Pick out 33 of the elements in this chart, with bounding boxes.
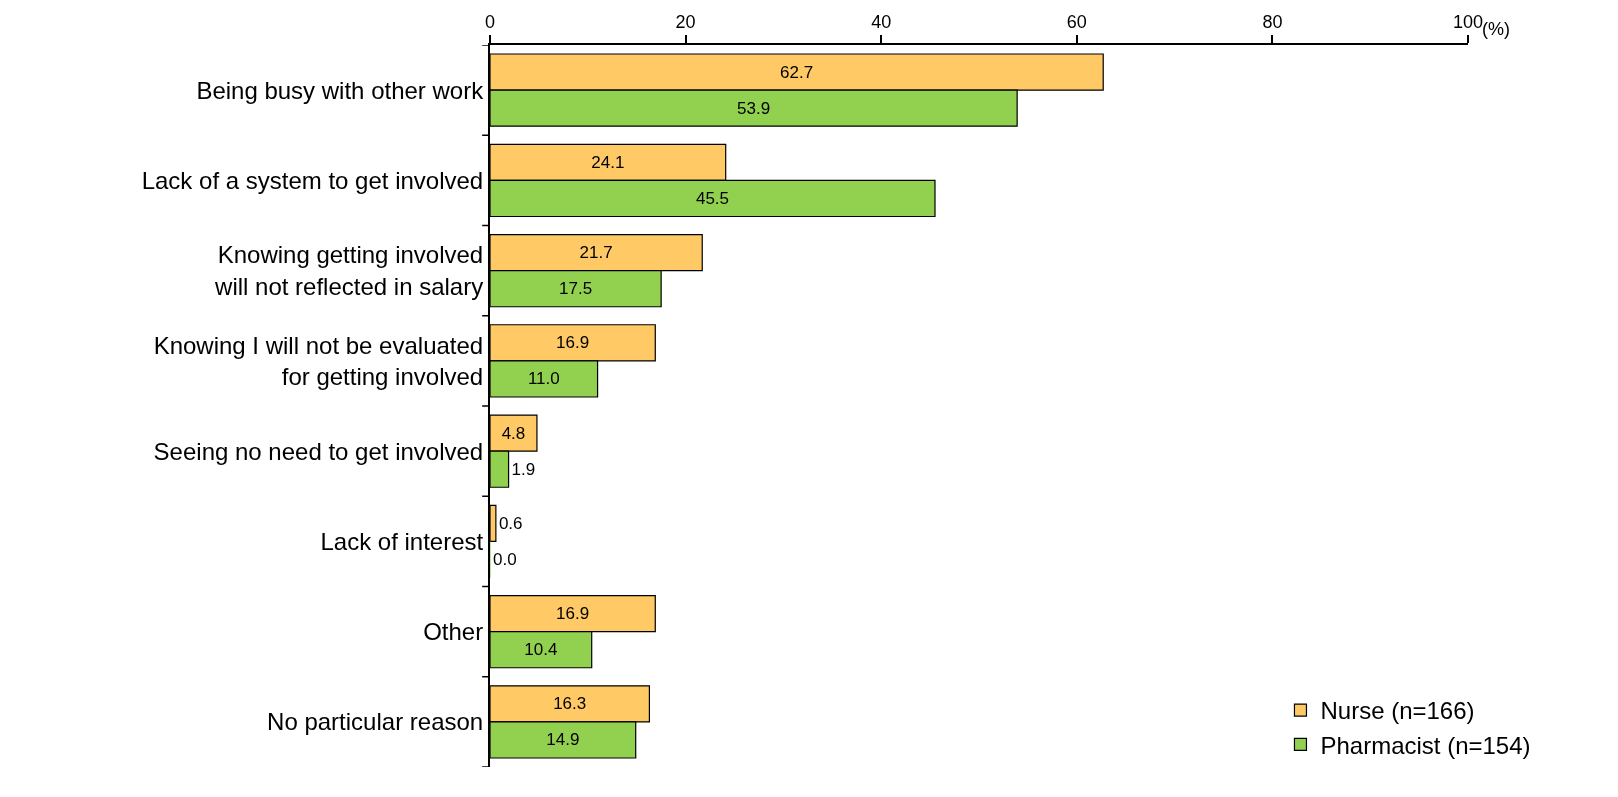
x-tick-label: 60 xyxy=(1066,11,1087,32)
data-label: 16.9 xyxy=(556,333,590,353)
x-tick-label: 20 xyxy=(675,11,696,32)
data-label: 14.9 xyxy=(546,730,580,750)
data-label: 21.7 xyxy=(579,243,613,263)
data-label: 53.9 xyxy=(737,98,771,118)
data-label: 4.8 xyxy=(501,423,526,443)
x-tick-label: 40 xyxy=(871,11,892,32)
data-label: 0.6 xyxy=(498,513,523,533)
y-tick-label: Lack of interest xyxy=(320,527,484,555)
data-label: 45.5 xyxy=(695,188,730,208)
data-label: 16.3 xyxy=(553,694,587,714)
x-tick-label: 80 xyxy=(1262,11,1283,32)
data-label: 0.0 xyxy=(493,549,517,569)
y-tick-label: No particular reason xyxy=(267,708,484,736)
y-tick-label: Being busy with other work xyxy=(196,76,485,104)
y-tick-label: Seeing no need to get involved xyxy=(153,437,484,465)
y-tick-label: Other xyxy=(423,618,484,646)
data-label: 17.5 xyxy=(559,279,593,299)
x-axis-title: (%) xyxy=(1482,19,1510,39)
x-tick-label: 0 xyxy=(484,11,496,32)
data-label: 10.4 xyxy=(524,640,558,660)
legend-label: Nurse (n=166) xyxy=(1320,697,1475,725)
data-label: 24.1 xyxy=(591,152,625,172)
legend-label: Pharmacist (n=154) xyxy=(1320,731,1531,759)
y-tick-label: Lack of a system to get involved xyxy=(141,166,484,194)
x-tick-label: 100 xyxy=(1452,11,1484,32)
data-label: 1.9 xyxy=(511,459,536,479)
data-label: 16.9 xyxy=(556,604,590,624)
y-tick-label: Knowing I will not be evaluated for getting involved xyxy=(153,331,484,390)
data-label: 11.0 xyxy=(527,369,560,389)
y-tick-label: Knowing getting involved will not reflected in salary xyxy=(214,241,484,300)
data-label: 62.7 xyxy=(780,62,814,82)
